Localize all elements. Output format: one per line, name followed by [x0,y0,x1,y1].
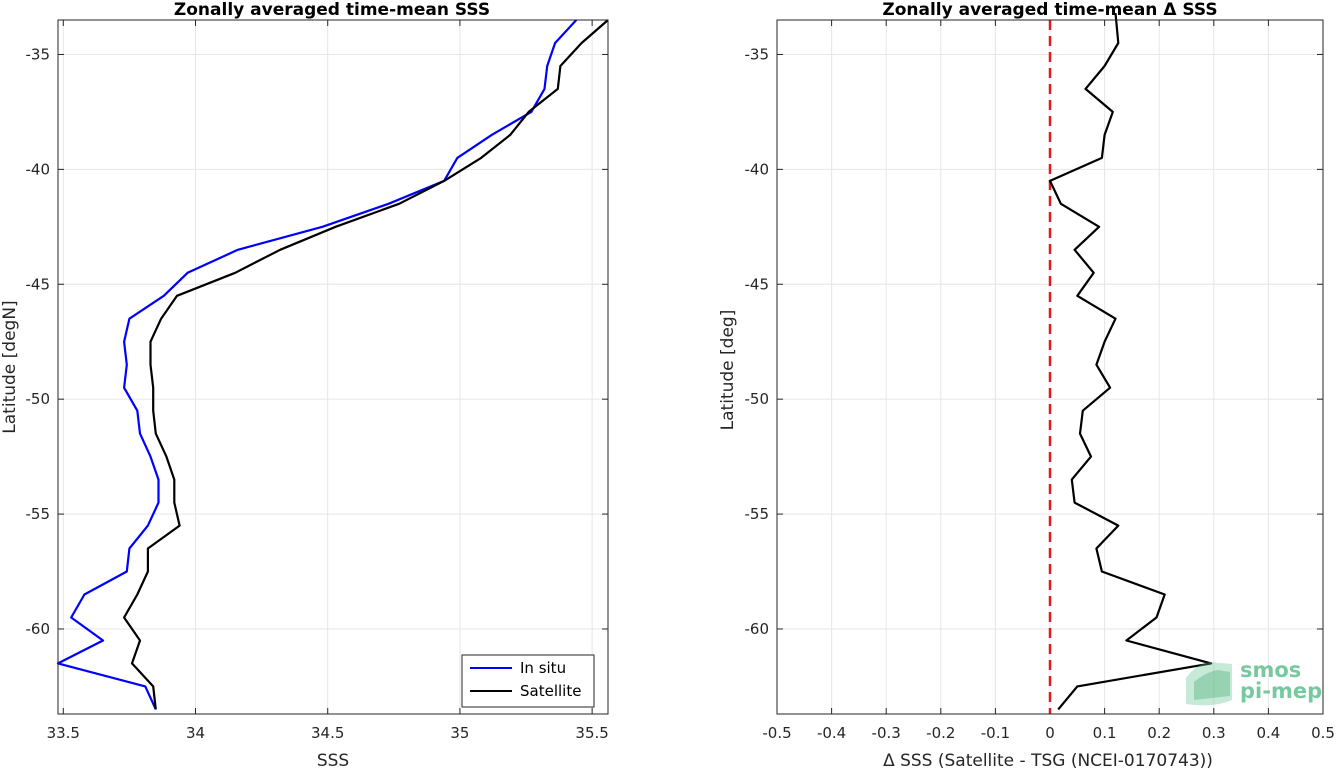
grid-lines [58,20,608,714]
y-tick-label: -40 [745,160,770,178]
y-tick-label: -50 [745,390,770,408]
plot-frame [776,19,1324,715]
smos-pimep-logo: smos pi-mep [1186,658,1322,706]
x-axis-label: SSS [317,751,349,769]
x-tick-label: 34 [186,724,205,742]
logo-text-smos: smos [1240,658,1301,682]
series-line-delta-sss [1048,12,1213,711]
series-line-in-situ [56,19,578,710]
series-line-satellite [122,19,609,710]
x-tick-label: -0.2 [926,724,955,742]
chart-title: Zonally averaged time-mean Δ SSS [882,0,1217,20]
x-tick-label: 0.3 [1202,724,1226,742]
y-tick-label: -35 [745,45,770,63]
series-group [1048,12,1213,711]
y-tick-label: -35 [26,45,51,63]
x-tick-label: 35 [450,724,469,742]
chart-title: Zonally averaged time-mean SSS [174,0,490,20]
x-tick-label: -0.4 [817,724,846,742]
delta-sss-panel: Zonally averaged time-mean Δ SSS -0.5 -0.… [718,0,1335,769]
x-tick-label: 35.5 [575,724,608,742]
x-tick-label: 0 [1045,724,1055,742]
x-tick-label: -0.5 [762,724,791,742]
y-tick-label: -50 [26,390,51,408]
legend-box [461,654,595,708]
y-tick-label: -45 [745,275,770,293]
series-group [56,19,609,710]
x-tick-labels: 33.5 34 34.5 35 35.5 [47,724,609,742]
x-axis-label: Δ SSS (Satellite - TSG (NCEI-0170743)) [883,751,1213,769]
x-tick-label: -0.1 [981,724,1010,742]
y-tick-labels: -35 -40 -45 -50 -55 -60 [745,45,770,638]
x-tick-labels: -0.5 -0.4 -0.3 -0.2 -0.1 0 0.1 0.2 0.3 0.4 0.5 [762,724,1335,742]
y-tick-label: -40 [26,160,51,178]
y-tick-label: -60 [745,620,770,638]
y-axis-label: Latitude [degN] [0,300,20,433]
logo-wave-shape [1194,670,1230,700]
x-tick-label: 0.2 [1147,724,1171,742]
legend-label-in-situ: In situ [520,659,566,677]
y-axis-label: Latitude [deg] [718,310,738,431]
y-tick-label: -60 [26,620,51,638]
x-tick-label: 33.5 [47,724,80,742]
legend-label-satellite: Satellite [520,682,581,700]
x-tick-label: 0.1 [1093,724,1117,742]
y-tick-label: -55 [26,505,51,523]
plot-frame [57,19,609,715]
x-tick-label: 0.5 [1311,724,1335,742]
logo-text-pimep: pi-mep [1240,679,1322,703]
x-tick-label: 0.4 [1256,724,1280,742]
logo-wave-shape [1186,662,1232,706]
legend: In situ Satellite [461,654,595,708]
y-tick-labels: -35 -40 -45 -50 -55 -60 [26,45,51,638]
x-tick-label: -0.3 [872,724,901,742]
y-tick-label: -55 [745,505,770,523]
y-tick-label: -45 [26,275,51,293]
x-tick-label: 34.5 [311,724,344,742]
sss-profile-panel: Zonally averaged time-mean SSS 33.5 34 34.… [0,0,609,769]
